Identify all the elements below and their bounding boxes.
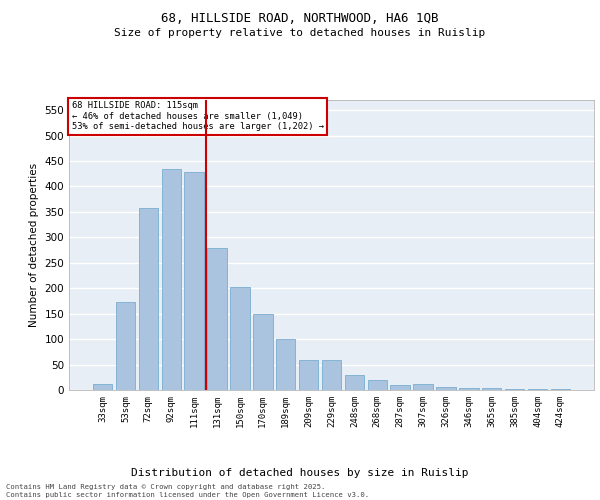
Bar xyxy=(413,384,433,390)
Text: Contains HM Land Registry data © Crown copyright and database right 2025.
Contai: Contains HM Land Registry data © Crown c… xyxy=(6,484,369,498)
Text: Distribution of detached houses by size in Ruislip: Distribution of detached houses by size … xyxy=(131,468,469,477)
Bar xyxy=(208,248,227,390)
Bar xyxy=(344,374,364,390)
Bar xyxy=(116,302,135,390)
Bar xyxy=(230,287,250,390)
Bar xyxy=(184,172,204,390)
Bar xyxy=(253,314,272,390)
Text: Size of property relative to detached houses in Ruislip: Size of property relative to detached ho… xyxy=(115,28,485,38)
Bar xyxy=(368,380,387,390)
Bar xyxy=(161,168,181,390)
Bar xyxy=(322,360,341,390)
Bar xyxy=(299,360,319,390)
Bar xyxy=(93,384,112,390)
Bar xyxy=(276,339,295,390)
Text: 68, HILLSIDE ROAD, NORTHWOOD, HA6 1QB: 68, HILLSIDE ROAD, NORTHWOOD, HA6 1QB xyxy=(161,12,439,26)
Bar xyxy=(436,387,455,390)
Bar xyxy=(139,208,158,390)
Bar xyxy=(551,389,570,390)
Bar xyxy=(482,388,502,390)
Bar xyxy=(391,385,410,390)
Y-axis label: Number of detached properties: Number of detached properties xyxy=(29,163,39,327)
Text: 68 HILLSIDE ROAD: 115sqm
← 46% of detached houses are smaller (1,049)
53% of sem: 68 HILLSIDE ROAD: 115sqm ← 46% of detach… xyxy=(71,102,323,132)
Bar xyxy=(459,388,479,390)
